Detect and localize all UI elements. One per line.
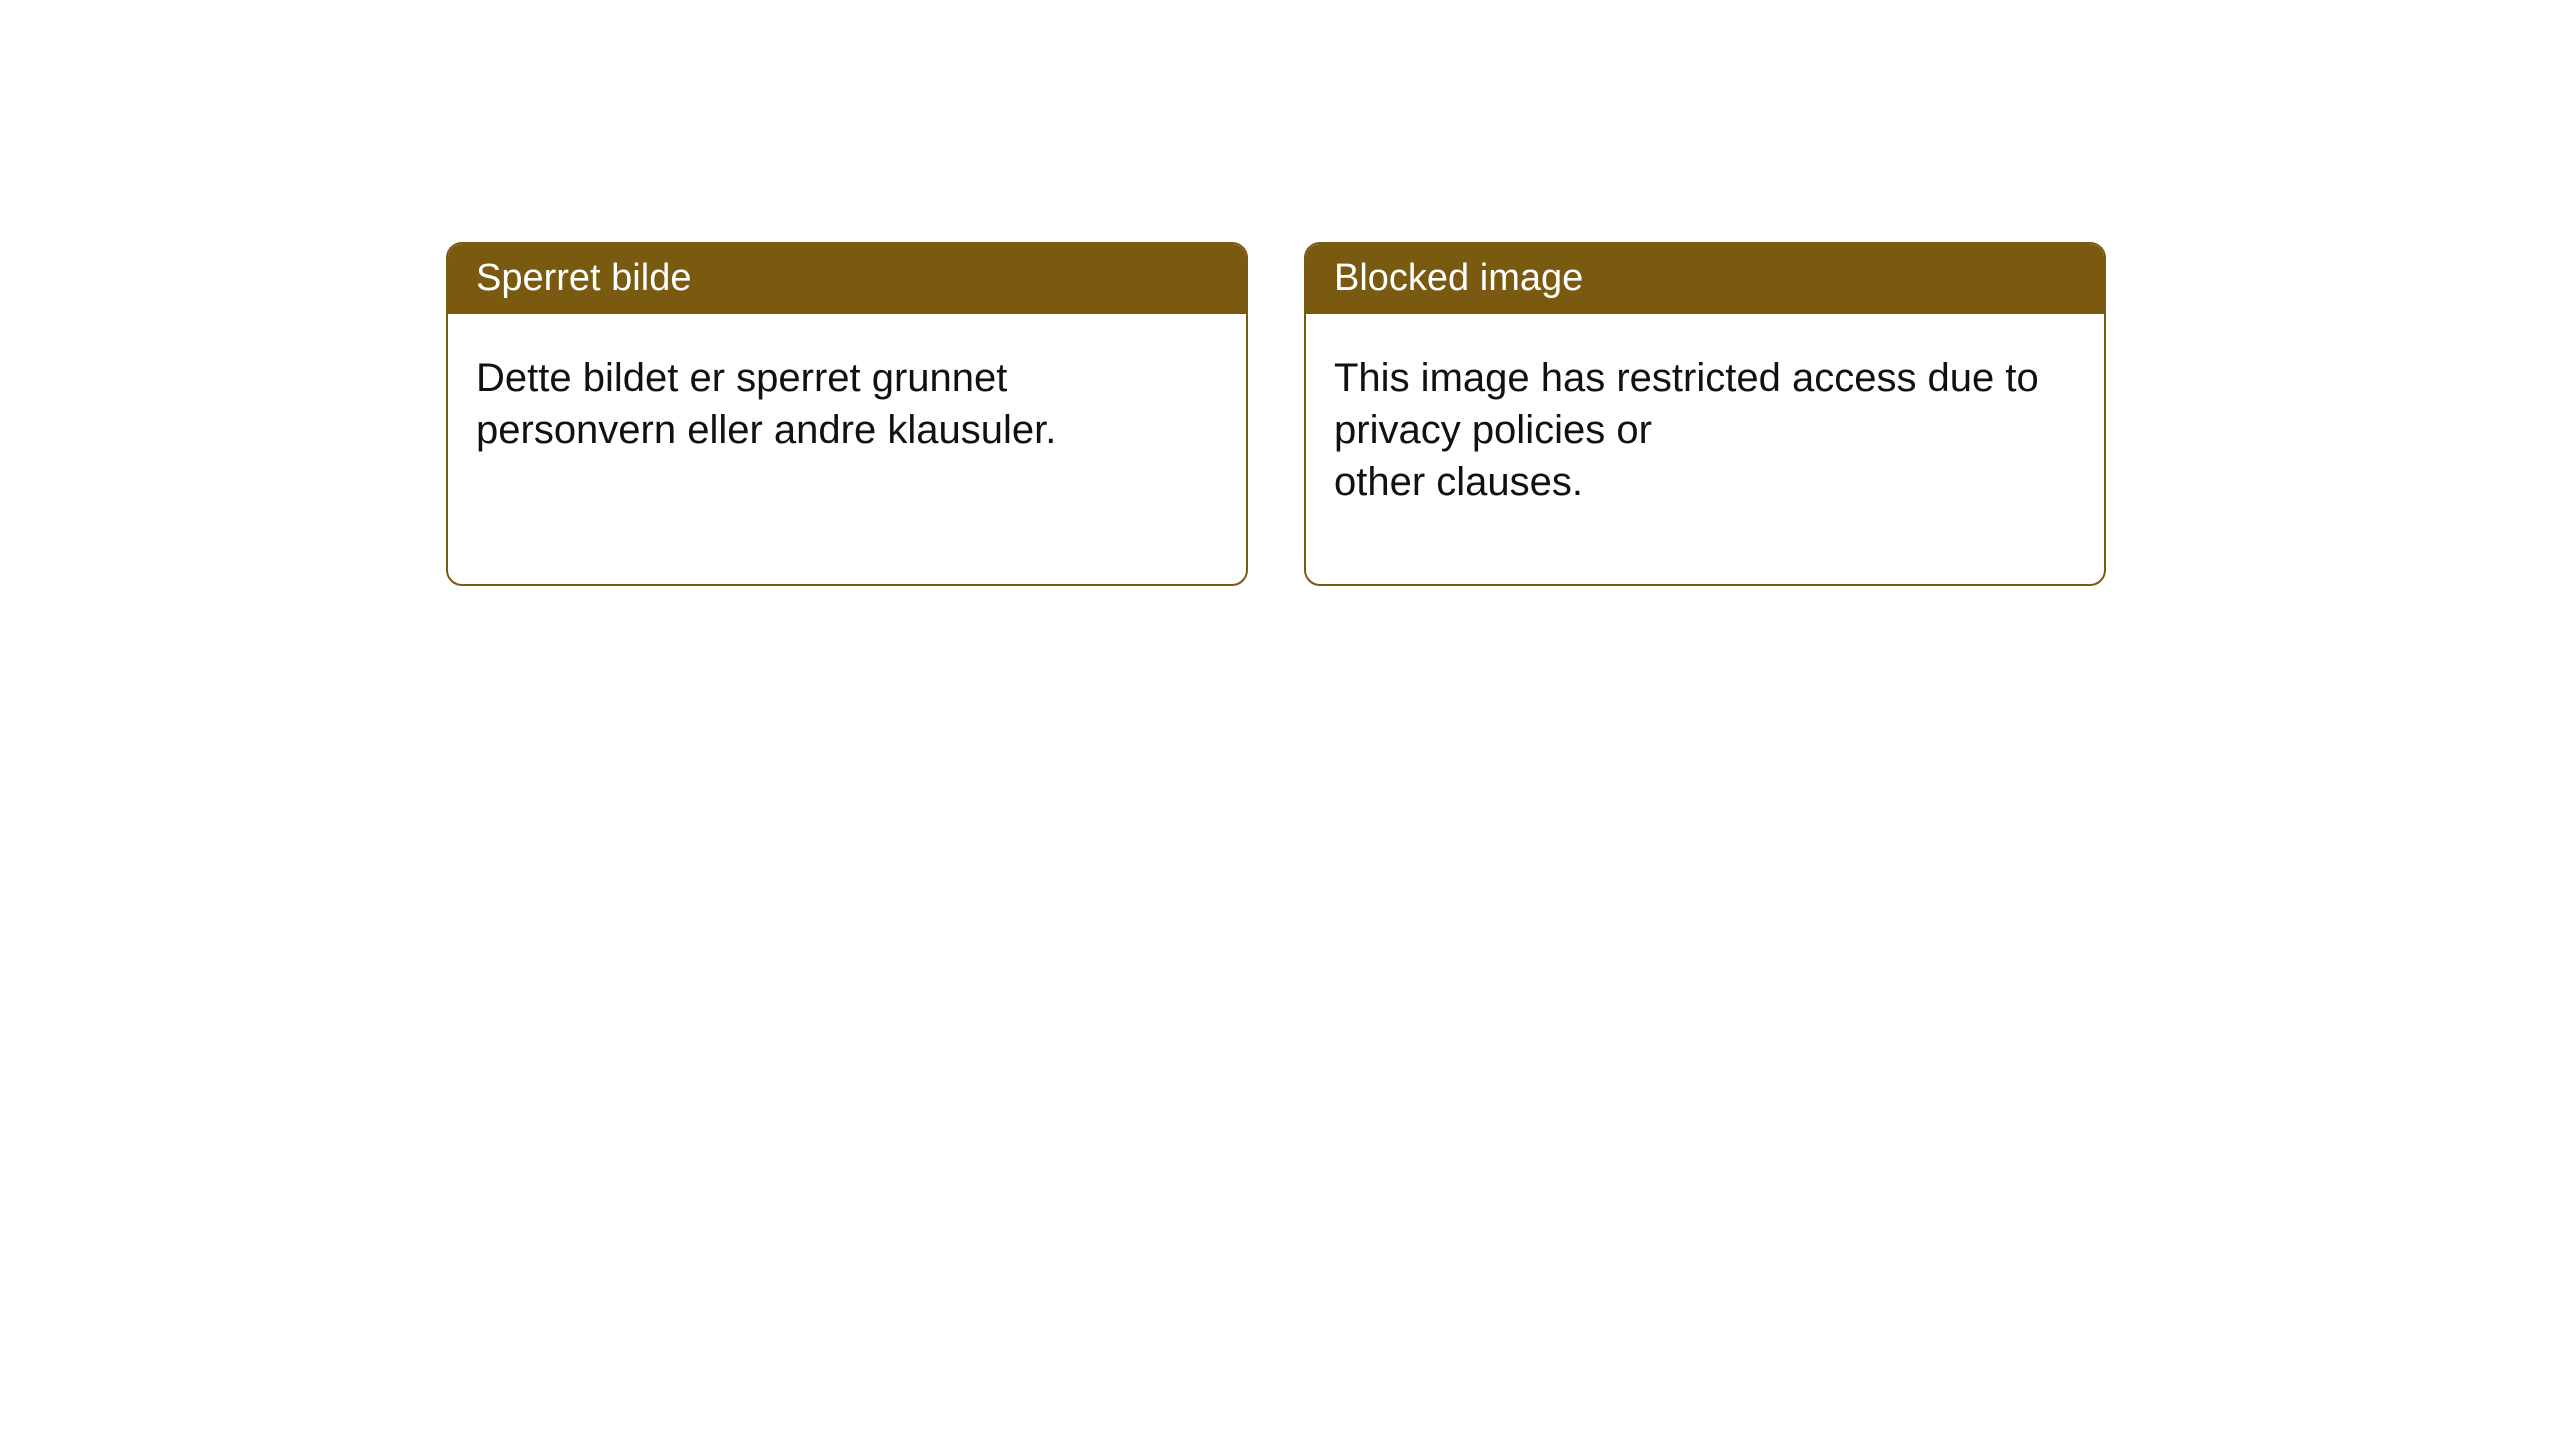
notice-card-title-en: Blocked image [1306,244,2104,314]
notice-card-title-no: Sperret bilde [448,244,1246,314]
notice-cards-container: Sperret bilde Dette bildet er sperret gr… [0,0,2560,586]
notice-card-no: Sperret bilde Dette bildet er sperret gr… [446,242,1248,586]
notice-card-body-no: Dette bildet er sperret grunnet personve… [448,314,1246,584]
notice-card-body-en: This image has restricted access due to … [1306,314,2104,584]
notice-card-en: Blocked image This image has restricted … [1304,242,2106,586]
